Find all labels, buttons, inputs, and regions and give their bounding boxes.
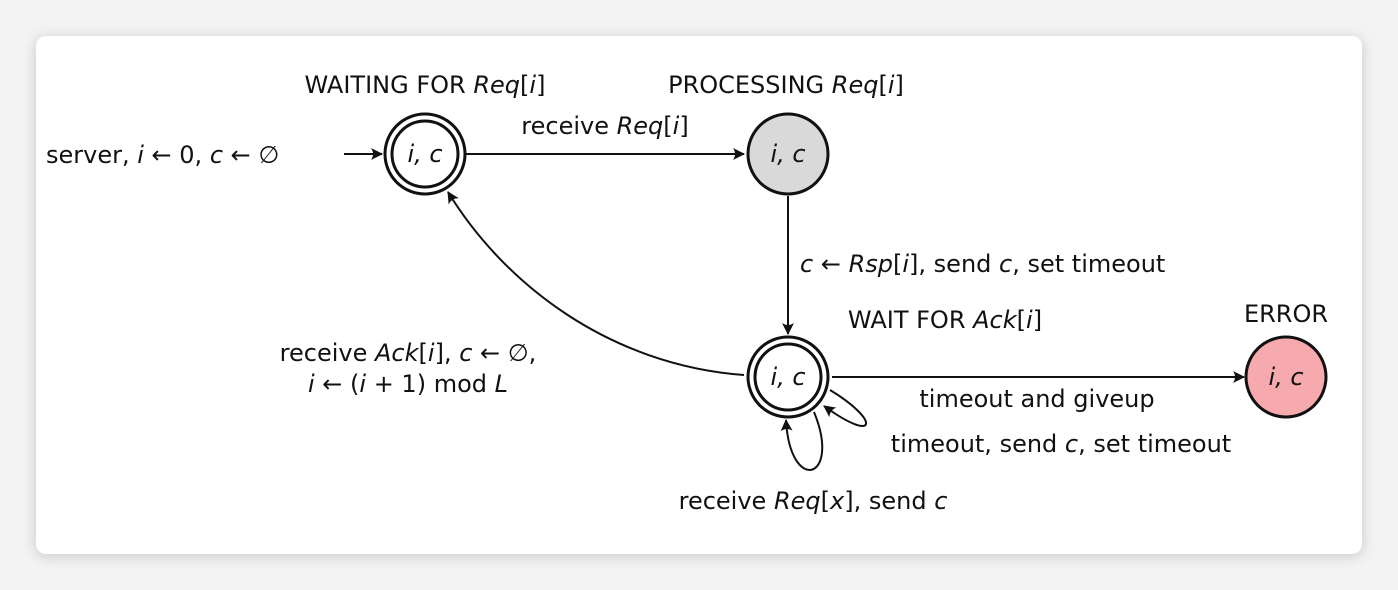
state-processing-req: i, c: [746, 112, 830, 196]
state-wait-ack-outer-ring: [746, 335, 830, 419]
state-waiting-inner-ring: [390, 119, 460, 189]
state-error-label: i, c: [1268, 363, 1303, 391]
edge-receive-ack: [447, 191, 745, 376]
state-waiting-label: i, c: [407, 140, 442, 168]
state-waiting-for-req: i, c: [383, 112, 467, 196]
state-machine-diagram: i, c i, c i, c i, c WAITING FOR Req[i] P…: [46, 71, 1328, 515]
state-processing-label: i, c: [770, 140, 805, 168]
edge-label-receive-req: receive Req[i]: [521, 112, 688, 140]
state-processing-circle: [746, 112, 830, 196]
edge-label-receive-req-x: receive Req[x], send c: [679, 487, 948, 515]
edge-label-response: c ← Rsp[i], send c, set timeout: [800, 250, 1165, 278]
self-loop-timeout: [823, 389, 867, 427]
edge-label-ack-line2: i ← (i + 1) mod L: [308, 370, 508, 398]
state-error-circle: [1244, 335, 1328, 419]
state-title-error: ERROR: [1244, 300, 1328, 328]
state-waiting-outer-ring: [383, 112, 467, 196]
edge-label-giveup: timeout and giveup: [919, 385, 1154, 413]
state-title-wait-ack: WAIT FOR Ack[i]: [848, 306, 1042, 334]
state-wait-for-ack: i, c: [746, 335, 830, 419]
self-loop-receive-req-x: [780, 411, 824, 471]
edge-label-ack-line1: receive Ack[i], c ← ∅,: [280, 339, 537, 367]
state-wait-ack-label: i, c: [770, 363, 805, 391]
state-title-processing: PROCESSING Req[i]: [668, 71, 904, 99]
state-title-waiting: WAITING FOR Req[i]: [305, 71, 546, 99]
edge-label-start: server, i ← 0, c ← ∅: [46, 141, 279, 169]
state-wait-ack-inner-ring: [753, 342, 823, 412]
diagram-card: i, c i, c i, c i, c WAITING FOR Req[i] P…: [36, 36, 1362, 554]
edge-label-resend: timeout, send c, set timeout: [891, 430, 1231, 458]
state-error: i, c: [1244, 335, 1328, 419]
